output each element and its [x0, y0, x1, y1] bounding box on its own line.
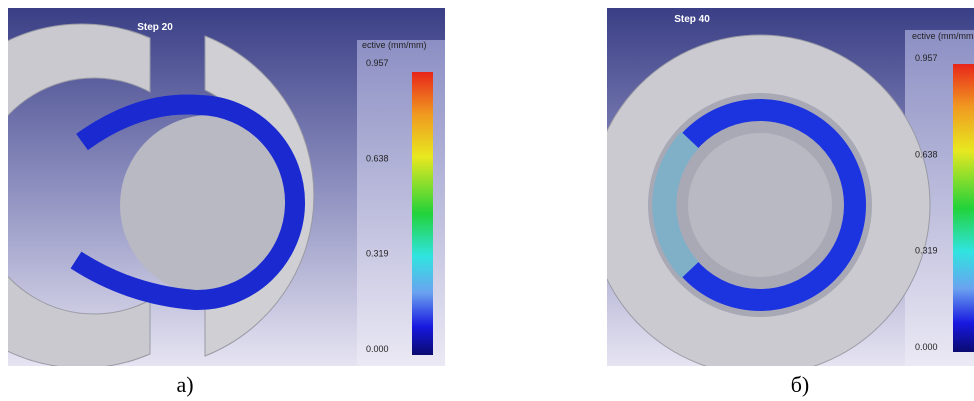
panel: Step 20 ective (mm/mm) 0.000 0.319 0.638 0.…	[0, 8, 445, 368]
figure: Step 20 ective (mm/mm) 0.000 0.319 0.638 0.…	[0, 0, 974, 401]
colorbar	[412, 72, 433, 355]
caption: а)	[176, 372, 193, 397]
tick-label: 0.319	[915, 246, 938, 256]
colorbar-title: ective (mm/mm	[912, 31, 974, 41]
tick-label: 0.638	[915, 149, 938, 159]
panel: Step 40 ective (mm/mm 0.000 0.319 0.638 0.9…	[590, 8, 974, 375]
colorbar	[953, 64, 974, 352]
tick-label: 0.319	[366, 249, 389, 259]
tick-label: 0.957	[915, 53, 938, 63]
mandrel	[688, 133, 832, 277]
caption: б)	[791, 372, 810, 397]
colorbar-title: ective (mm/mm)	[362, 40, 427, 50]
tick-label: 0.000	[915, 342, 938, 352]
tick-label: 0.000	[366, 344, 389, 354]
step-label: Step 40	[674, 14, 710, 25]
tick-label: 0.638	[366, 153, 389, 163]
tick-label: 0.957	[366, 58, 389, 68]
step-label: Step 20	[137, 22, 173, 33]
